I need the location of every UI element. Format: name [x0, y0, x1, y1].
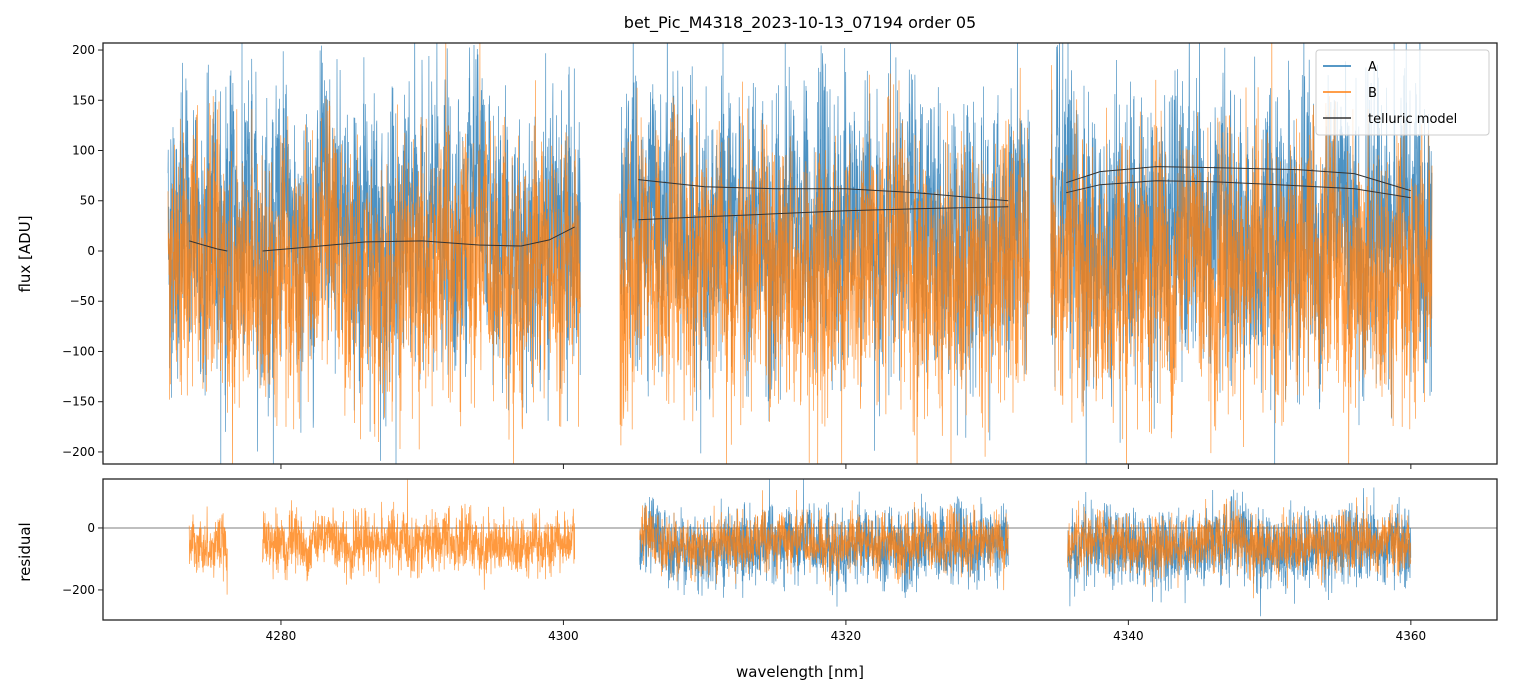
- chart-title: bet_Pic_M4318_2023-10-13_07194 order 05: [624, 13, 976, 33]
- y-tick-label: −100: [62, 344, 95, 358]
- x-tick-label: 4360: [1396, 629, 1427, 643]
- y-axis-label-residual: residual: [16, 522, 34, 581]
- axis-ticks: −200 −150 −100 −50 0 50 100 150 200 4280 4300 4320 4…: [62, 43, 1426, 643]
- y-tick-label: −50: [70, 294, 95, 308]
- x-tick-label: 4300: [548, 629, 579, 643]
- series-b-line: [188, 506, 228, 595]
- telluric-model-line: [262, 226, 575, 252]
- telluric-model-line: [638, 179, 1009, 202]
- legend-label-b: B: [1368, 86, 1377, 101]
- telluric-model-line: [638, 206, 1009, 221]
- x-axis-label: wavelength [nm]: [736, 663, 864, 681]
- series-b-line: [619, 67, 1030, 464]
- y-tick-label: −200: [62, 445, 95, 459]
- y-tick-label: 200: [72, 43, 95, 57]
- y-tick-label: 0: [87, 521, 95, 535]
- legend-label-telluric: telluric model: [1368, 112, 1457, 127]
- residual-plot-area: [103, 479, 1497, 617]
- telluric-model-line: [189, 240, 228, 252]
- residual-axes-frame: [102, 478, 1498, 621]
- flux-plot-area: [167, 43, 1433, 464]
- y-tick-label: −150: [62, 395, 95, 409]
- series-b-line: [1067, 496, 1412, 599]
- telluric-model-line: [1066, 166, 1411, 192]
- series-b-line: [167, 43, 581, 464]
- y-tick-label: 50: [80, 194, 95, 208]
- x-tick-label: 4280: [266, 629, 297, 643]
- y-axis-label-flux: flux [ADU]: [16, 215, 34, 292]
- y-tick-label: −200: [62, 583, 95, 597]
- series-b-line: [262, 479, 576, 590]
- y-tick-label: 150: [72, 93, 95, 107]
- flux-axes-frame: [102, 42, 1498, 465]
- y-tick-label: 100: [72, 144, 95, 158]
- legend-label-a: A: [1368, 60, 1377, 75]
- series-b-line: [639, 489, 1009, 591]
- x-tick-label: 4320: [831, 629, 862, 643]
- legend-box: [1315, 49, 1490, 136]
- y-tick-label: 0: [87, 244, 95, 258]
- series-b-line: [1050, 43, 1433, 464]
- telluric-model-line: [1066, 180, 1411, 199]
- x-tick-label: 4340: [1113, 629, 1144, 643]
- legend: A B telluric model: [1315, 49, 1490, 136]
